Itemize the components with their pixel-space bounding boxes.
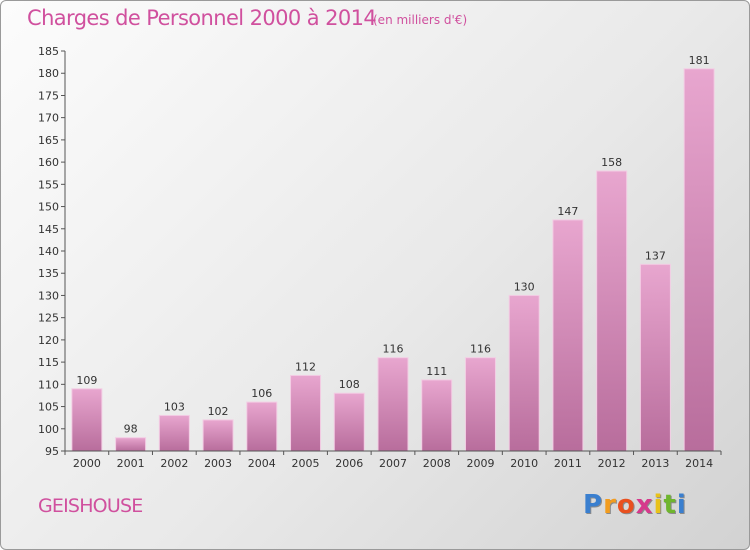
bar-2012[interactable] bbox=[596, 170, 628, 452]
logo-letter: o bbox=[616, 490, 636, 520]
bar-2007[interactable] bbox=[377, 357, 409, 452]
x-tick-label: 2012 bbox=[598, 457, 626, 470]
x-tick-label: 2007 bbox=[379, 457, 407, 470]
bar-value-label: 112 bbox=[295, 360, 316, 373]
y-tick-label: 145 bbox=[38, 223, 59, 236]
x-tick-label: 2002 bbox=[160, 457, 188, 470]
logo-letter: x bbox=[635, 490, 654, 520]
x-tick-label: 2008 bbox=[423, 457, 451, 470]
x-tick-label: 2003 bbox=[204, 457, 232, 470]
y-tick-label: 155 bbox=[38, 178, 59, 191]
bar-value-label: 137 bbox=[645, 249, 666, 262]
x-tick-label: 2009 bbox=[466, 457, 494, 470]
x-tick-label: 2005 bbox=[292, 457, 320, 470]
y-tick-label: 150 bbox=[38, 201, 59, 214]
bars-group: 109 98 103 102 106 112 108 116 111 116 130 147 158 13… bbox=[71, 54, 715, 452]
y-tick-label: 170 bbox=[38, 112, 59, 125]
x-axis: 2000 2001 2002 2003 2004 2005 2006 2007 2008 2009… bbox=[64, 450, 722, 470]
bar-value-label: 130 bbox=[514, 280, 535, 293]
x-tick-label: 2013 bbox=[641, 457, 669, 470]
bar-value-label: 111 bbox=[426, 365, 447, 378]
y-tick-label: 185 bbox=[38, 45, 59, 58]
bar-2003[interactable] bbox=[202, 419, 234, 452]
y-tick-label: 110 bbox=[38, 378, 59, 391]
bar-2010[interactable] bbox=[508, 294, 540, 452]
y-tick-label: 125 bbox=[38, 312, 59, 325]
bar-value-label: 98 bbox=[124, 423, 138, 436]
bar-value-label: 108 bbox=[339, 378, 360, 391]
bar-2000[interactable] bbox=[71, 388, 103, 452]
logo-letter: i bbox=[653, 490, 664, 520]
y-tick-label: 175 bbox=[38, 89, 59, 102]
y-tick-label: 180 bbox=[38, 67, 59, 80]
logo-letter: i bbox=[676, 490, 687, 520]
chart-subtitle: (en milliers d'€) bbox=[373, 13, 468, 27]
bar-2006[interactable] bbox=[333, 392, 365, 452]
proxiti-logo[interactable]: Proxiti bbox=[583, 490, 687, 520]
bar-value-label: 116 bbox=[470, 343, 491, 356]
location-label: GEISHOUSE bbox=[38, 495, 143, 517]
bar-value-label: 158 bbox=[601, 156, 622, 169]
y-tick-label: 120 bbox=[38, 334, 59, 347]
x-tick-label: 2006 bbox=[335, 457, 363, 470]
bar-2009[interactable] bbox=[464, 357, 496, 452]
logo-letter: r bbox=[603, 490, 617, 520]
bar-2002[interactable] bbox=[158, 414, 190, 452]
x-tick-label: 2011 bbox=[554, 457, 582, 470]
bar-value-label: 181 bbox=[689, 54, 710, 67]
bar-value-label: 147 bbox=[557, 205, 578, 218]
bar-2008[interactable] bbox=[421, 379, 453, 452]
y-tick-label: 95 bbox=[45, 445, 59, 458]
y-tick-label: 165 bbox=[38, 134, 59, 147]
bar-value-label: 109 bbox=[76, 374, 97, 387]
bar-2014[interactable] bbox=[683, 68, 715, 452]
bar-value-label: 106 bbox=[251, 387, 272, 400]
y-tick-label: 140 bbox=[38, 245, 59, 258]
logo-letter: P bbox=[583, 490, 604, 520]
logo-letter: t bbox=[663, 490, 677, 520]
bar-value-label: 102 bbox=[208, 405, 229, 418]
y-tick-label: 160 bbox=[38, 156, 59, 169]
x-tick-label: 2014 bbox=[685, 457, 713, 470]
bar-2001[interactable] bbox=[115, 437, 147, 452]
y-tick-label: 115 bbox=[38, 356, 59, 369]
x-tick-label: 2010 bbox=[510, 457, 538, 470]
chart-title: Charges de Personnel 2000 à 2014 bbox=[27, 6, 377, 30]
bar-2004[interactable] bbox=[246, 401, 278, 452]
bar-value-label: 116 bbox=[383, 343, 404, 356]
x-tick-label: 2000 bbox=[73, 457, 101, 470]
bar-2005[interactable] bbox=[290, 374, 322, 452]
x-tick-label: 2004 bbox=[248, 457, 276, 470]
y-axis: 95 100 105 110 115 120 125 130 135 140 145 150 155 16… bbox=[38, 45, 66, 458]
bar-value-label: 103 bbox=[164, 400, 185, 413]
x-tick-label: 2001 bbox=[117, 457, 145, 470]
bar-2011[interactable] bbox=[552, 219, 584, 452]
y-tick-label: 105 bbox=[38, 401, 59, 414]
y-tick-label: 130 bbox=[38, 289, 59, 302]
y-tick-label: 100 bbox=[38, 423, 59, 436]
y-tick-label: 135 bbox=[38, 267, 59, 280]
bar-2013[interactable] bbox=[639, 263, 671, 452]
